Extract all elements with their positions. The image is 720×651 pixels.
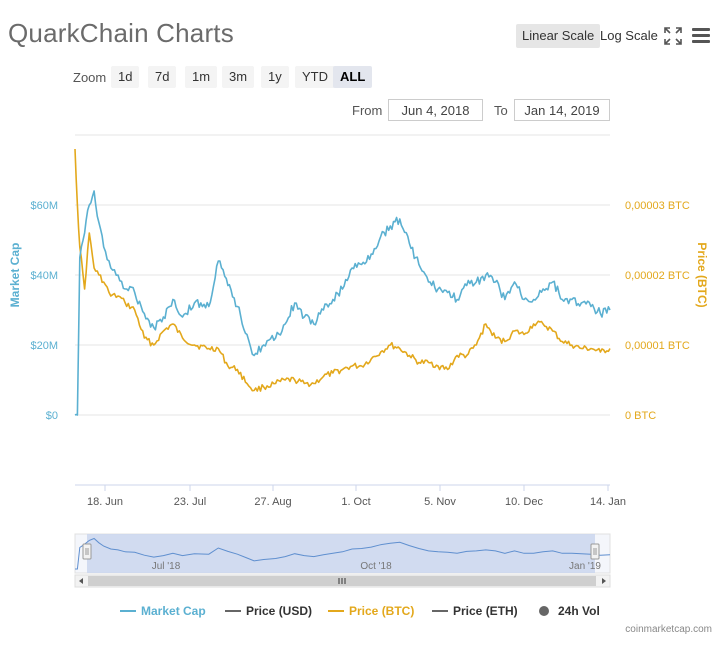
y-left-tick-label: $60M xyxy=(30,200,58,212)
x-tick-label: 18. Jun xyxy=(87,496,123,508)
legend-label: Price (ETH) xyxy=(453,604,518,618)
legend-label: Price (BTC) xyxy=(349,604,414,618)
linear-scale-button[interactable]: Linear Scale xyxy=(516,24,601,48)
series-market-cap-line xyxy=(74,190,611,416)
zoom-1d-button[interactable]: 1d xyxy=(111,66,140,88)
x-tick-label: 14. Jan xyxy=(590,496,626,508)
legend-label: Market Cap xyxy=(141,604,206,618)
x-tick-label: 10. Dec xyxy=(505,496,543,508)
x-tick-label: 5. Nov xyxy=(424,496,456,508)
source-credit[interactable]: coinmarketcap.com xyxy=(625,624,712,635)
navigator-handle[interactable] xyxy=(82,543,92,560)
legend-item[interactable]: Market Cap xyxy=(120,604,206,618)
to-date-input[interactable]: Jan 14, 2019 xyxy=(514,99,610,121)
y-right-tick-label: 0,00001 BTC xyxy=(625,340,690,352)
y-right-tick-label: 0,00002 BTC xyxy=(625,270,690,282)
navigator-label: Jan '19 xyxy=(569,561,601,572)
y-right-tick-label: 0,00003 BTC xyxy=(625,200,690,212)
zoom-3m-button[interactable]: 3m xyxy=(222,66,255,88)
y-left-tick-label: $20M xyxy=(30,340,58,352)
y-left-axis-title: Market Cap xyxy=(8,243,22,308)
menu-icon[interactable] xyxy=(692,28,710,44)
navigator-label: Jul '18 xyxy=(152,561,181,572)
legend-item[interactable]: Price (ETH) xyxy=(432,604,518,618)
scroll-left-arrow-icon[interactable] xyxy=(79,578,83,584)
zoom-label: Zoom xyxy=(73,70,107,85)
legend-item[interactable]: Price (USD) xyxy=(225,604,312,618)
legend-item[interactable]: 24h Vol xyxy=(539,604,600,618)
x-tick-label: 23. Jul xyxy=(174,496,206,508)
zoom-all-button[interactable]: ALL xyxy=(333,66,373,88)
legend-label: Price (USD) xyxy=(246,604,312,618)
x-tick-label: 1. Oct xyxy=(341,496,370,508)
navigator-series-line xyxy=(75,537,611,570)
legend-item[interactable]: Price (BTC) xyxy=(328,604,414,618)
to-label: To xyxy=(494,103,508,118)
fullscreen-icon[interactable] xyxy=(664,27,682,45)
navigator-label: Oct '18 xyxy=(360,561,392,572)
zoom-7d-button[interactable]: 7d xyxy=(148,66,177,88)
legend-label: 24h Vol xyxy=(558,604,600,618)
from-date-input[interactable]: Jun 4, 2018 xyxy=(388,99,483,121)
zoom-1y-button[interactable]: 1y xyxy=(261,66,289,88)
legend-marker xyxy=(539,606,549,616)
page-title: QuarkChain Charts xyxy=(8,18,234,48)
y-right-tick-label: 0 BTC xyxy=(625,410,656,422)
from-label: From xyxy=(352,103,383,118)
series-price-btc-line xyxy=(74,148,611,392)
zoom-ytd-button[interactable]: YTD xyxy=(295,66,335,88)
y-left-tick-label: $0 xyxy=(46,410,58,422)
log-scale-button[interactable]: Log Scale xyxy=(600,28,658,43)
scroll-right-arrow-icon[interactable] xyxy=(602,578,606,584)
navigator-handle[interactable] xyxy=(590,543,600,560)
x-tick-label: 27. Aug xyxy=(254,496,291,508)
zoom-1m-button[interactable]: 1m xyxy=(185,66,218,88)
y-right-axis-title: Price (BTC) xyxy=(695,242,709,307)
y-left-tick-label: $40M xyxy=(30,270,58,282)
